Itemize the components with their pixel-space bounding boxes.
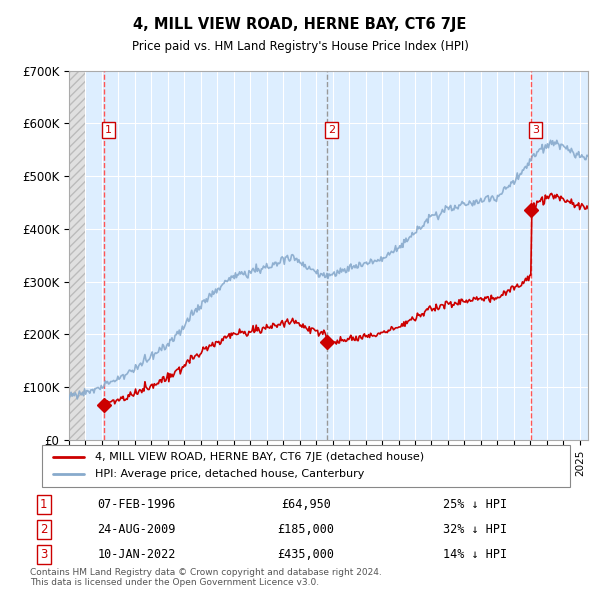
Text: 4, MILL VIEW ROAD, HERNE BAY, CT6 7JE (detached house): 4, MILL VIEW ROAD, HERNE BAY, CT6 7JE (d…: [95, 452, 424, 462]
FancyBboxPatch shape: [42, 445, 570, 487]
Text: Price paid vs. HM Land Registry's House Price Index (HPI): Price paid vs. HM Land Registry's House …: [131, 40, 469, 53]
Bar: [69, 71, 85, 440]
Text: 25% ↓ HPI: 25% ↓ HPI: [443, 498, 507, 511]
Text: 1: 1: [40, 498, 47, 511]
Text: 3: 3: [532, 125, 539, 135]
Text: 32% ↓ HPI: 32% ↓ HPI: [443, 523, 507, 536]
Text: 4, MILL VIEW ROAD, HERNE BAY, CT6 7JE: 4, MILL VIEW ROAD, HERNE BAY, CT6 7JE: [133, 17, 467, 31]
Text: 07-FEB-1996: 07-FEB-1996: [98, 498, 176, 511]
Text: 2: 2: [40, 523, 47, 536]
Text: £185,000: £185,000: [277, 523, 335, 536]
Text: £64,950: £64,950: [281, 498, 331, 511]
Text: 2: 2: [328, 125, 335, 135]
Text: Contains HM Land Registry data © Crown copyright and database right 2024.
This d: Contains HM Land Registry data © Crown c…: [30, 568, 382, 587]
Text: 3: 3: [40, 548, 47, 561]
Text: HPI: Average price, detached house, Canterbury: HPI: Average price, detached house, Cant…: [95, 468, 364, 478]
Text: 1: 1: [105, 125, 112, 135]
Text: 14% ↓ HPI: 14% ↓ HPI: [443, 548, 507, 561]
Text: 24-AUG-2009: 24-AUG-2009: [98, 523, 176, 536]
Text: £435,000: £435,000: [277, 548, 335, 561]
Text: 10-JAN-2022: 10-JAN-2022: [98, 548, 176, 561]
